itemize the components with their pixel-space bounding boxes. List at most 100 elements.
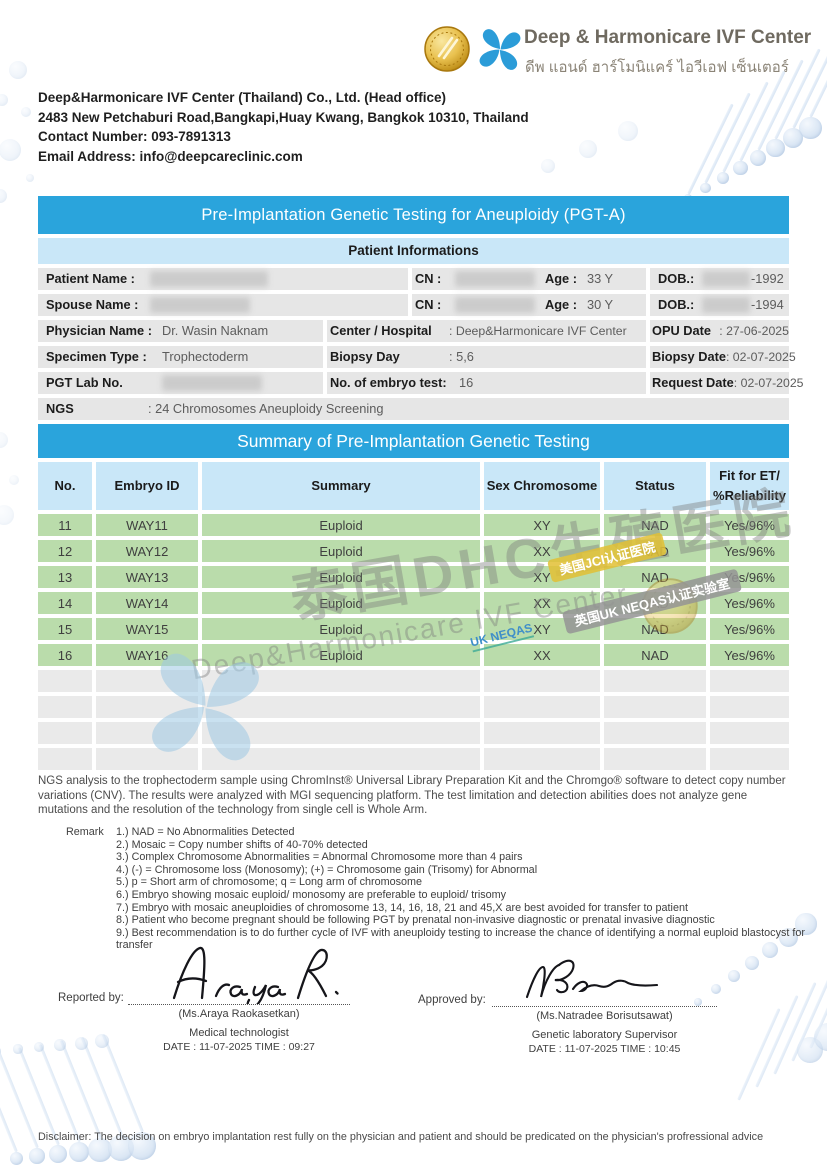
physician-row: Physician Name : Dr. Wasin Naknam Center…	[38, 320, 789, 342]
patient-name-row: Patient Name : CN : Age : 33 Y DOB.: -19…	[38, 268, 789, 290]
cell-no: 13	[38, 566, 92, 588]
cell-fit: Yes/96%	[710, 618, 789, 640]
clover-logo-icon	[479, 29, 521, 70]
address-block: Deep&Harmonicare IVF Center (Thailand) C…	[38, 88, 529, 166]
empty-cell	[38, 670, 92, 692]
summary-title-bar: Summary of Pre-Implantation Genetic Test…	[38, 424, 789, 458]
cell-summary: Euploid	[202, 644, 480, 666]
empty-cell	[484, 696, 600, 718]
col-header-fit-line1: Fit for ET/	[719, 467, 780, 483]
redacted-pgt-lab-no	[162, 375, 262, 391]
cell-embryo_id: WAY13	[96, 566, 198, 588]
remark-item: 9.) Best recommendation is to do further…	[116, 926, 805, 952]
cell-sex: XX	[484, 540, 600, 562]
empty-cell	[202, 670, 480, 692]
cell-sex: XX	[484, 644, 600, 666]
pgt-lab-label: PGT Lab No.	[46, 375, 123, 390]
col-header-sex-chromosome: Sex Chromosome	[484, 462, 600, 510]
empty-cell	[710, 722, 789, 744]
opu-date-label: OPU Date	[652, 323, 712, 338]
spouse-name-label: Spouse Name :	[46, 297, 139, 312]
cn-label: CN :	[415, 297, 442, 312]
empty-cell	[604, 722, 706, 744]
col-header-no: No.	[38, 462, 92, 510]
cell-status: NAD	[604, 592, 706, 614]
specimen-value: Trophectoderm	[162, 349, 249, 364]
request-date-value: : 02-07-2025	[733, 376, 804, 390]
dob-label: DOB.:	[658, 271, 695, 286]
redacted-patient-name	[150, 271, 268, 287]
redacted-dob	[702, 297, 750, 313]
cell-embryo_id: WAY11	[96, 514, 198, 536]
empty-cell	[202, 696, 480, 718]
reported-signature	[172, 946, 339, 1004]
col-header-fit: Fit for ET/ %Reliability	[710, 462, 789, 510]
remark-item: 2.) Mosaic = Copy number shifts of 40-70…	[116, 838, 368, 851]
dob-value: -1992	[751, 271, 784, 286]
specimen-label: Specimen Type :	[46, 349, 147, 364]
results-table: No. Embryo ID Summary Sex Chromosome Sta…	[38, 462, 789, 770]
empty-cell	[96, 722, 198, 744]
cell-summary: Euploid	[202, 566, 480, 588]
cell-summary: Euploid	[202, 618, 480, 640]
empty-cell	[96, 748, 198, 770]
reported-name: (Ms.Araya Raokasetkan)	[178, 1008, 300, 1020]
empty-cell	[38, 722, 92, 744]
empty-cell	[604, 670, 706, 692]
col-header-status: Status	[604, 462, 706, 510]
reported-by-label: Reported by:	[58, 992, 124, 1004]
empty-cell	[710, 696, 789, 718]
remark-item: 5.) p = Short arm of chromosome; q = Lon…	[116, 876, 423, 889]
ngs-analysis-note: NGS analysis to the trophectoderm sample…	[38, 775, 786, 817]
age-value: 30 Y	[587, 297, 614, 312]
cell-fit: Yes/96%	[710, 566, 789, 588]
embryo-test-label: No. of embryo test:	[330, 375, 447, 390]
cell-fit: Yes/96%	[710, 592, 789, 614]
redacted-cn	[455, 297, 535, 313]
empty-cell	[604, 748, 706, 770]
redacted-dob	[702, 271, 750, 287]
remark-item: 3.) Complex Chromosome Abnormalities = A…	[116, 851, 523, 864]
remark-item: 1.) NAD = No Abnormalities Detected	[116, 826, 295, 838]
cell-sex: XY	[484, 514, 600, 536]
cell-fit: Yes/96%	[710, 540, 789, 562]
empty-cell	[710, 670, 789, 692]
cell-embryo_id: WAY15	[96, 618, 198, 640]
ngs-label: NGS	[46, 401, 74, 416]
physician-label: Physician Name :	[46, 323, 152, 338]
empty-cell	[484, 670, 600, 692]
approved-signature	[525, 959, 659, 999]
ngs-row: NGS : 24 Chromosomes Aneuploidy Screenin…	[38, 398, 789, 420]
gold-medal-icon	[424, 26, 470, 72]
cell-summary: Euploid	[202, 514, 480, 536]
cell-status: NAD	[604, 618, 706, 640]
empty-cell	[202, 748, 480, 770]
cell-status: NAD	[604, 644, 706, 666]
remark-item: 4.) (-) = Chromosome loss (Monosomy); (+…	[116, 863, 538, 876]
reported-role: Medical technologist	[189, 1027, 289, 1039]
empty-cell	[96, 696, 198, 718]
empty-cell	[710, 748, 789, 770]
age-value: 33 Y	[587, 271, 614, 286]
remark-item: 7.) Embryo with mosaic aneuploidies of c…	[116, 901, 688, 914]
cell-status: NAD	[604, 540, 706, 562]
remark-list: 1.) NAD = No Abnormalities Detected 2.) M…	[116, 826, 806, 952]
cell-no: 14	[38, 592, 92, 614]
dob-value: -1994	[751, 297, 784, 312]
cn-label: CN :	[415, 271, 442, 286]
patient-name-label: Patient Name :	[46, 271, 135, 286]
company-line: Deep&Harmonicare IVF Center (Thailand) C…	[38, 90, 447, 105]
approved-role: Genetic laboratory Supervisor	[531, 1029, 678, 1041]
cell-fit: Yes/96%	[710, 514, 789, 536]
redacted-spouse-name	[150, 297, 250, 313]
center-hospital-label: Center / Hospital	[330, 323, 432, 338]
email-line: Email Address: info@deepcareclinic.com	[38, 148, 303, 164]
cell-fit: Yes/96%	[710, 644, 789, 666]
remark-item: 8.) Patient who become pregnant should b…	[116, 914, 715, 927]
biopsy-date-value: : 02-07-2025	[725, 350, 796, 364]
remark-label: Remark	[66, 826, 104, 838]
spouse-name-row: Spouse Name : CN : Age : 30 Y DOB.: -199…	[38, 294, 789, 316]
cell-sex: XX	[484, 592, 600, 614]
biopsy-day-label: Biopsy Day	[330, 349, 400, 364]
approved-name: (Ms.Natradee Borisutsawat)	[536, 1010, 673, 1022]
